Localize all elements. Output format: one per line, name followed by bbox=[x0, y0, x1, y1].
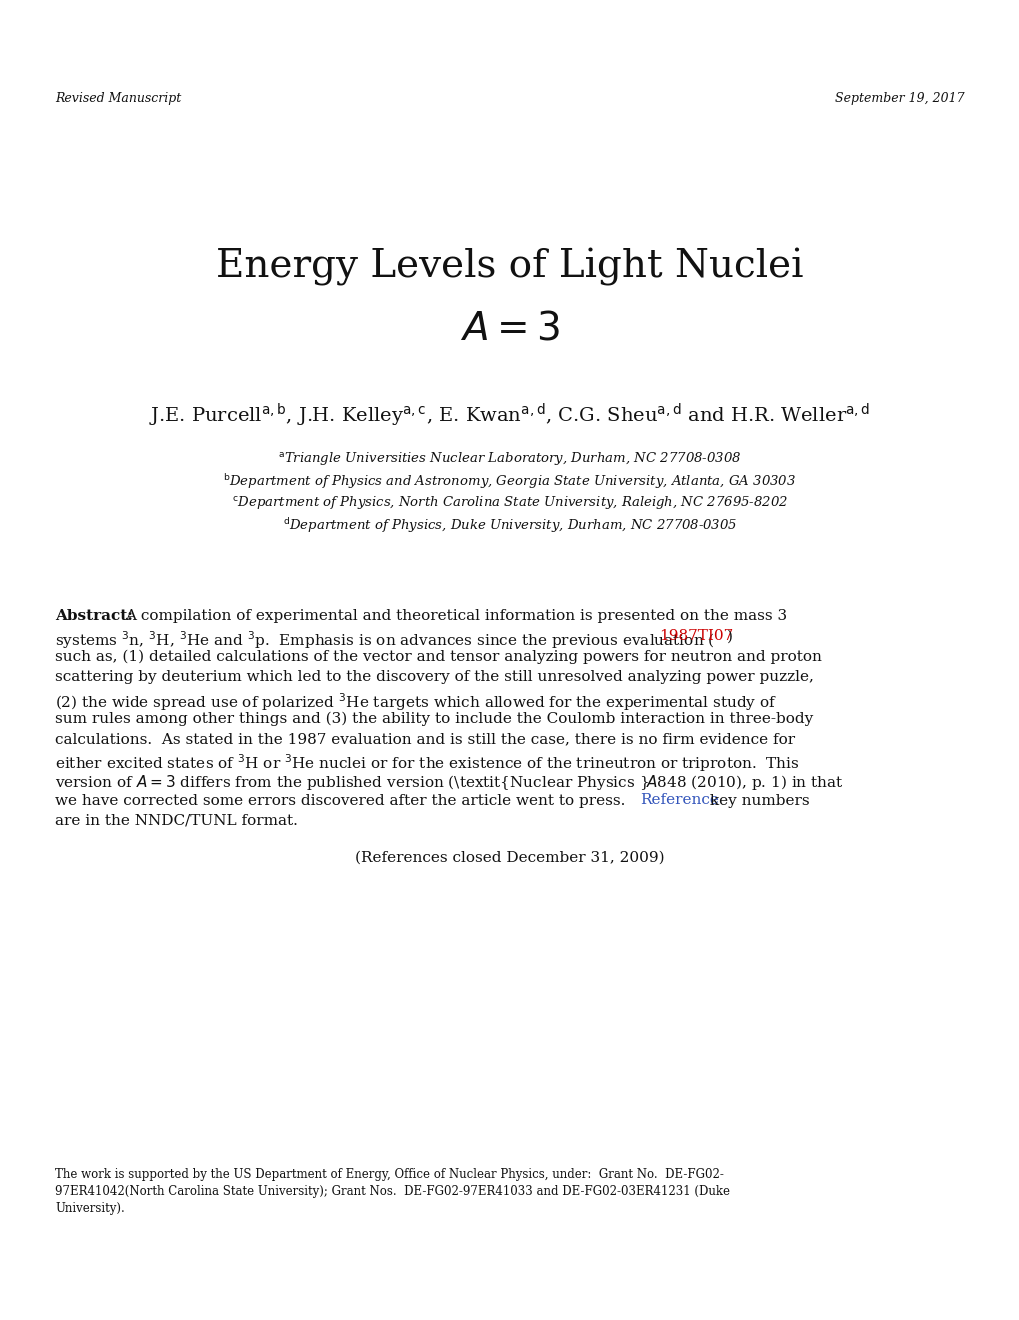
Text: key numbers: key numbers bbox=[704, 793, 809, 808]
Text: $^{\rm c}$Department of Physics, North Carolina State University, Raleigh, NC 27: $^{\rm c}$Department of Physics, North C… bbox=[231, 494, 788, 511]
Text: such as, (1) detailed calculations of the vector and tensor analyzing powers for: such as, (1) detailed calculations of th… bbox=[55, 649, 821, 664]
Text: Energy Levels of Light Nuclei: Energy Levels of Light Nuclei bbox=[216, 248, 803, 286]
Text: September 19, 2017: September 19, 2017 bbox=[835, 92, 964, 106]
Text: J.E. Purcell$^{\rm a,b}$, J.H. Kelley$^{\rm a,c}$, E. Kwan$^{\rm a,d}$, C.G. She: J.E. Purcell$^{\rm a,b}$, J.H. Kelley$^{… bbox=[149, 403, 870, 429]
Text: are in the NNDC/TUNL format.: are in the NNDC/TUNL format. bbox=[55, 814, 298, 828]
Text: Abstract:: Abstract: bbox=[55, 609, 132, 623]
Text: A compilation of experimental and theoretical information is presented on the ma: A compilation of experimental and theore… bbox=[125, 609, 787, 623]
Text: $^{\rm d}$Department of Physics, Duke University, Durham, NC 27708-0305: $^{\rm d}$Department of Physics, Duke Un… bbox=[282, 516, 737, 535]
Text: either excited states of $^{3}$H or $^{3}$He nuclei or for the existence of the : either excited states of $^{3}$H or $^{3… bbox=[55, 752, 799, 775]
Text: $^{\rm b}$Department of Physics and Astronomy, Georgia State University, Atlanta: $^{\rm b}$Department of Physics and Astr… bbox=[223, 473, 796, 491]
Text: scattering by deuterium which led to the discovery of the still unresolved analy: scattering by deuterium which led to the… bbox=[55, 671, 813, 685]
Text: sum rules among other things and (3) the ability to include the Coulomb interact: sum rules among other things and (3) the… bbox=[55, 711, 812, 726]
Text: 1987TI07: 1987TI07 bbox=[658, 630, 733, 644]
Text: $^{\rm a}$Triangle Universities Nuclear Laboratory, Durham, NC 27708-0308: $^{\rm a}$Triangle Universities Nuclear … bbox=[278, 450, 741, 467]
Text: we have corrected some errors discovered after the article went to press.: we have corrected some errors discovered… bbox=[55, 793, 635, 808]
Text: 97ER41042(North Carolina State University); Grant Nos.  DE-FG02-97ER41033 and DE: 97ER41042(North Carolina State Universit… bbox=[55, 1185, 730, 1199]
Text: $A = 3$: $A = 3$ bbox=[460, 310, 559, 347]
Text: version of $A = 3$ differs from the published version (\textit{Nuclear Physics }: version of $A = 3$ differs from the publ… bbox=[55, 774, 843, 792]
Text: (2) the wide spread use of polarized $^{3}$He targets which allowed for the expe: (2) the wide spread use of polarized $^{… bbox=[55, 690, 776, 713]
Text: Revised Manuscript: Revised Manuscript bbox=[55, 92, 181, 106]
Text: systems $^{3}$n, $^{3}$H, $^{3}$He and $^{3}$p.  Emphasis is on advances since t: systems $^{3}$n, $^{3}$H, $^{3}$He and $… bbox=[55, 630, 714, 651]
Text: University).: University). bbox=[55, 1203, 124, 1214]
Text: The work is supported by the US Department of Energy, Office of Nuclear Physics,: The work is supported by the US Departme… bbox=[55, 1168, 723, 1181]
Text: ): ) bbox=[727, 630, 733, 644]
Text: (References closed December 31, 2009): (References closed December 31, 2009) bbox=[355, 851, 664, 865]
Text: Reference: Reference bbox=[639, 793, 718, 808]
Text: calculations.  As stated in the 1987 evaluation and is still the case, there is : calculations. As stated in the 1987 eval… bbox=[55, 733, 795, 746]
